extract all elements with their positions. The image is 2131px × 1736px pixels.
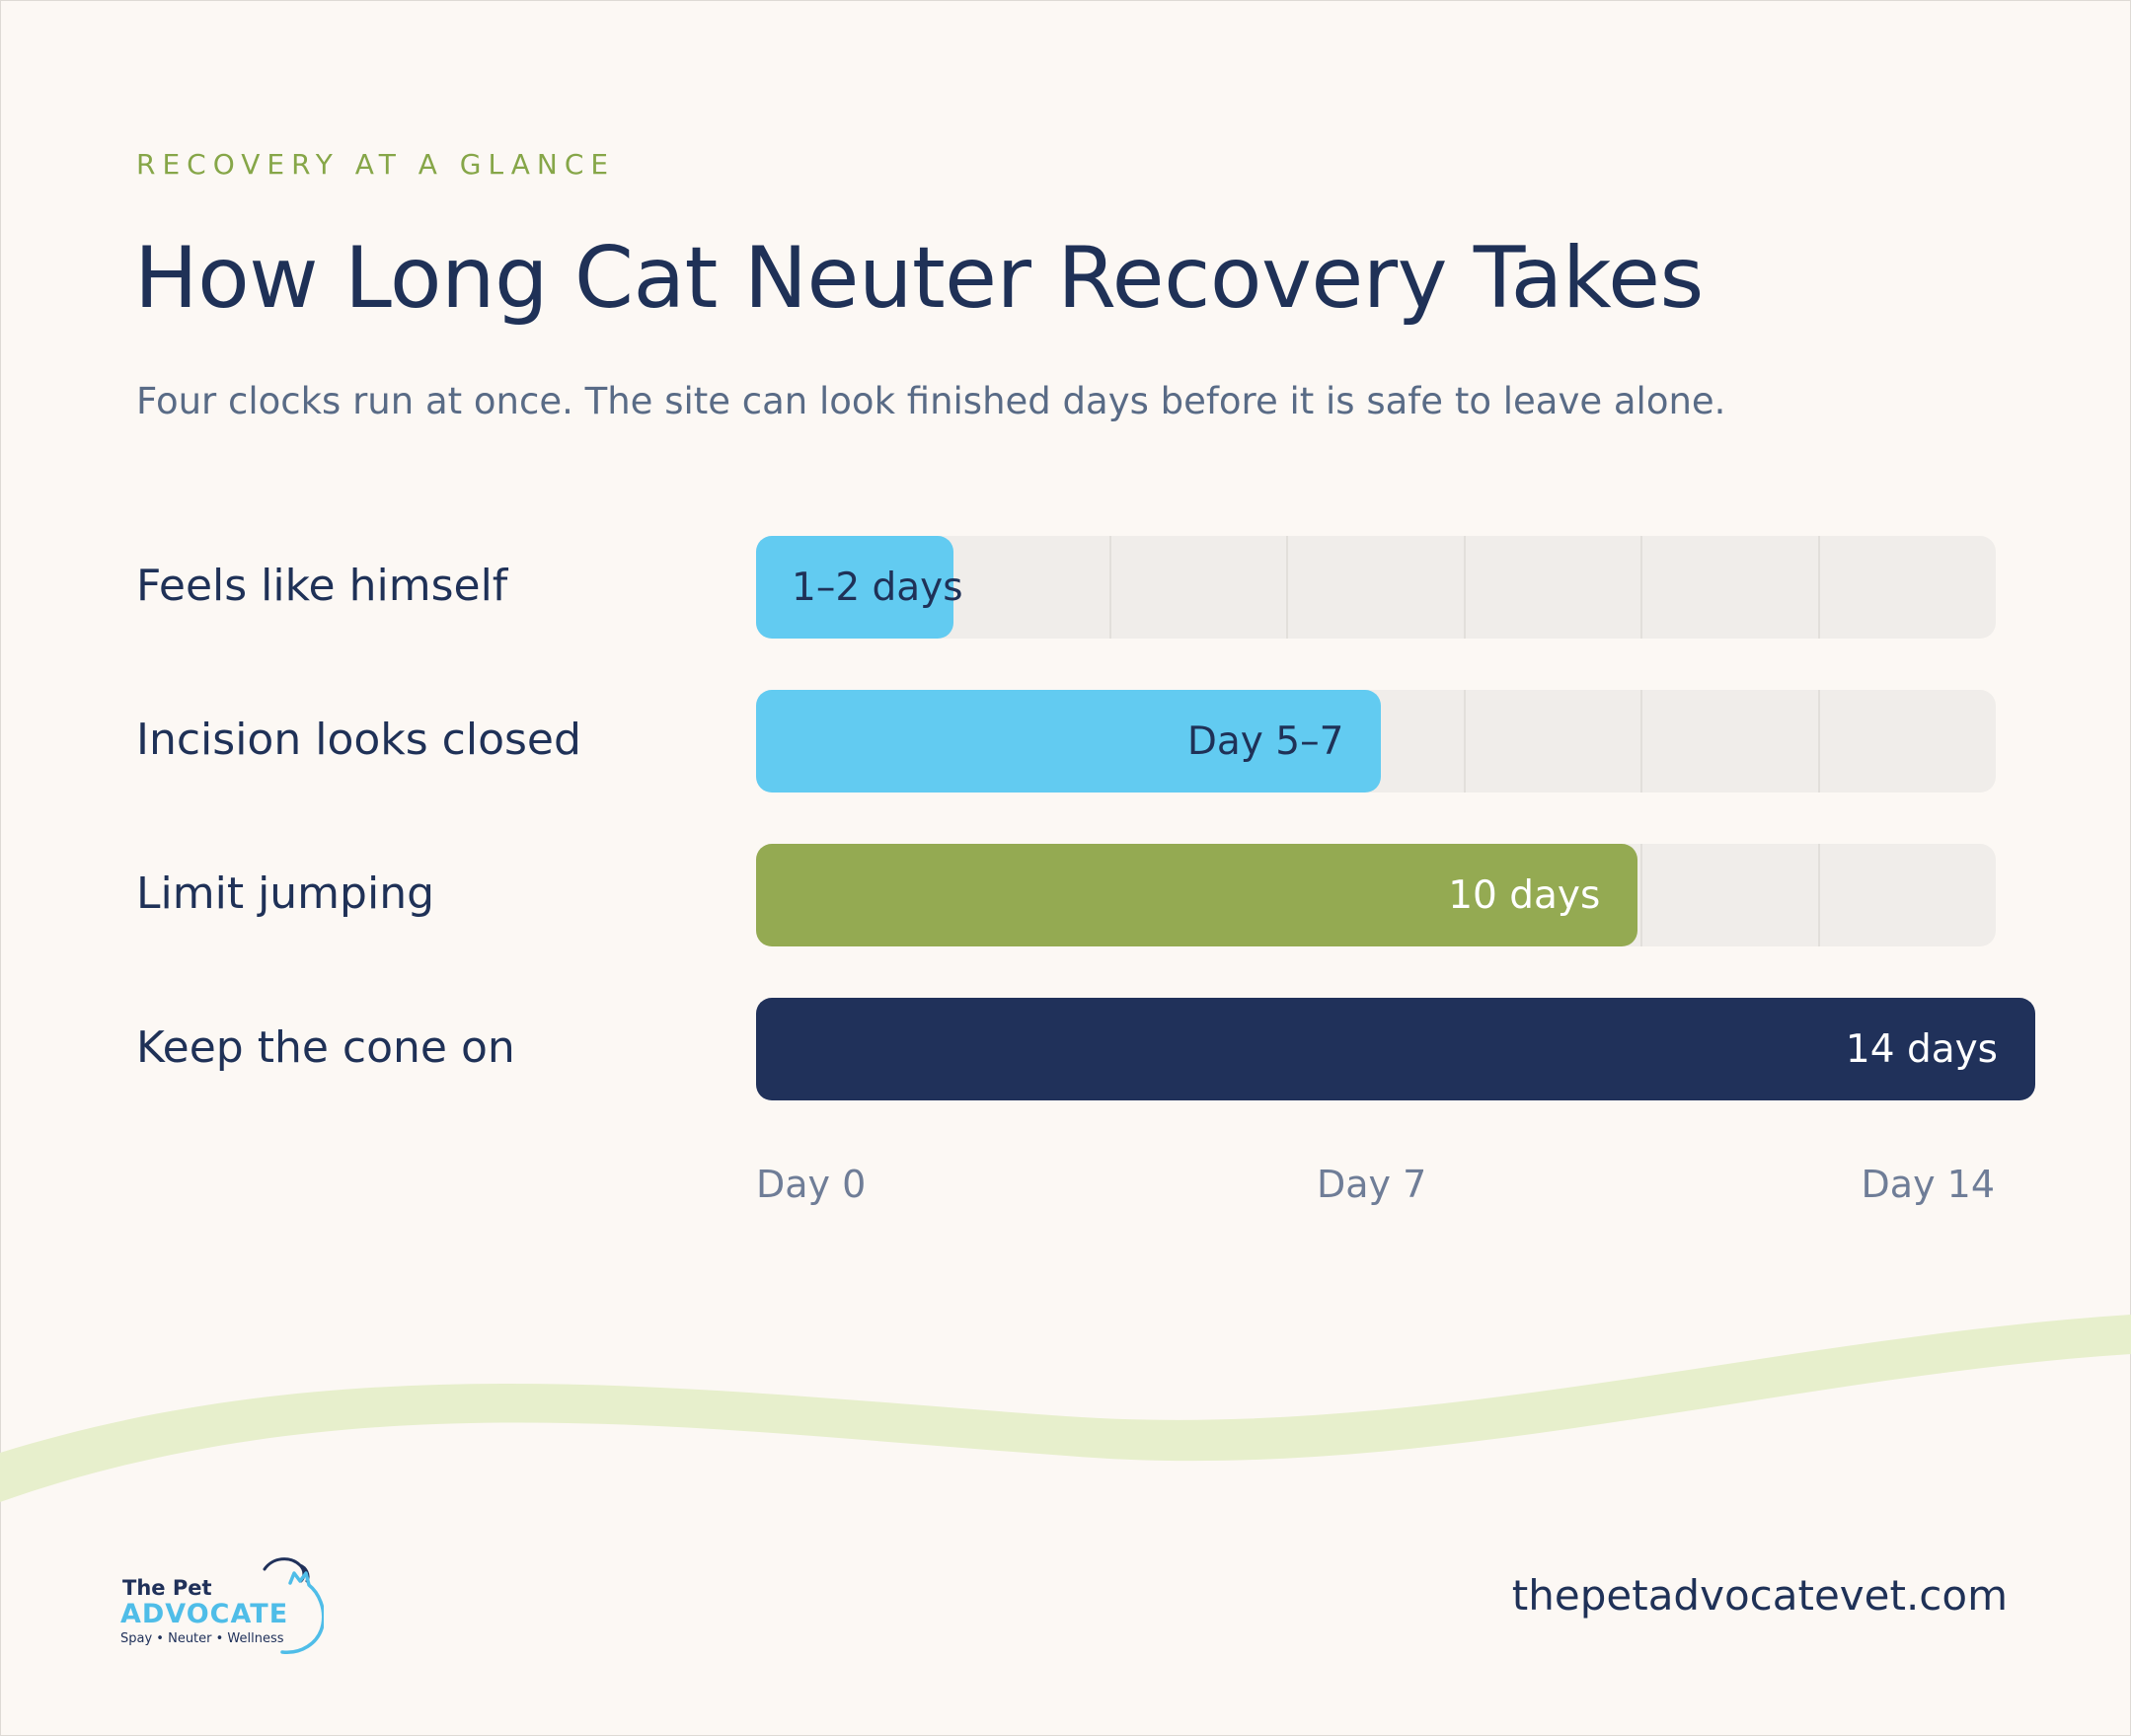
bar-limit-jumping: 10 days	[756, 844, 1638, 946]
x-tick-day-14: Day 14	[1861, 1163, 1995, 1206]
gridline	[1640, 690, 1643, 793]
logo-line1: The Pet	[122, 1576, 212, 1600]
gridline	[1640, 844, 1643, 946]
row-label-keep-the-cone-on: Keep the cone on	[136, 1022, 515, 1073]
gridline	[1817, 690, 1820, 793]
bar-value-label: 1–2 days	[792, 565, 963, 610]
gridline	[1817, 844, 1820, 946]
bar-value-label: 10 days	[1448, 872, 1601, 918]
gridline	[1640, 536, 1643, 639]
gridline	[1817, 536, 1820, 639]
decorative-wave	[0, 1315, 2131, 1502]
gridline	[1108, 536, 1111, 639]
logo-line2: ADVOCATE	[120, 1599, 288, 1629]
gridline	[1286, 536, 1289, 639]
bar-incision-looks-closed: Day 5–7	[756, 690, 1382, 793]
page-title: How Long Cat Neuter Recovery Takes	[134, 229, 1704, 328]
gridline	[1463, 536, 1466, 639]
row-label-limit-jumping: Limit jumping	[136, 868, 435, 919]
eyebrow-label: RECOVERY AT A GLANCE	[136, 148, 616, 181]
bar-feels-like-himself: 1–2 days	[756, 536, 963, 639]
bar-value-label: 14 days	[1845, 1026, 1998, 1072]
logo-tagline: Spay • Neuter • Wellness	[120, 1631, 284, 1646]
page-subtitle: Four clocks run at once. The site can lo…	[136, 380, 1726, 422]
x-tick-day-7: Day 7	[1317, 1163, 1427, 1206]
row-label-incision-looks-closed: Incision looks closed	[136, 715, 581, 765]
bar-track	[756, 536, 1996, 639]
bar-value-label: Day 5–7	[1186, 718, 1344, 764]
gridline	[1463, 690, 1466, 793]
pet-advocate-logo-icon: The Pet ADVOCATE Spay • Neuter • Wellnes…	[120, 1557, 326, 1654]
x-tick-day-0: Day 0	[756, 1163, 867, 1206]
bar-keep-the-cone-on: 14 days	[756, 998, 2035, 1100]
footer-website-url: thepetadvocatevet.com	[1511, 1571, 2008, 1620]
row-label-feels-like-himself: Feels like himself	[136, 561, 508, 611]
brand-logo: The Pet ADVOCATE Spay • Neuter • Wellnes…	[116, 1547, 326, 1660]
